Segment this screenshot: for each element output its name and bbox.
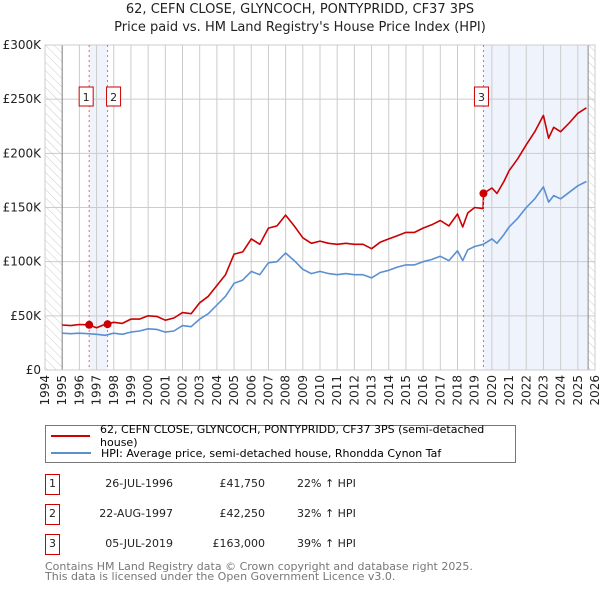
x-tick-label: 2024 bbox=[554, 375, 568, 406]
sale-label-box bbox=[78, 86, 94, 107]
sale-label-box bbox=[473, 86, 489, 107]
x-tick-label: 2008 bbox=[279, 375, 293, 406]
x-tick-label: 1999 bbox=[124, 375, 138, 406]
x-tick-label: 2009 bbox=[296, 375, 310, 406]
transaction-date: 26-JUL-1996 bbox=[105, 477, 173, 490]
sale-label: 2 bbox=[110, 91, 117, 104]
x-tick-label: 2018 bbox=[451, 375, 465, 406]
x-tick-label: 2011 bbox=[330, 375, 344, 406]
sale-label: 3 bbox=[478, 91, 485, 104]
transaction-price: £163,000 bbox=[212, 537, 266, 550]
x-tick-label: 1994 bbox=[38, 375, 52, 406]
chart-subtitle: Price paid vs. HM Land Registry's House … bbox=[114, 20, 486, 35]
transaction-hpi-change: 22% ↑ HPI bbox=[297, 477, 356, 490]
transaction-hpi-change: 39% ↑ HPI bbox=[297, 537, 356, 550]
transaction-hpi-change: 32% ↑ HPI bbox=[297, 507, 356, 520]
x-tick-label: 2023 bbox=[536, 375, 550, 406]
y-tick-label: £200K bbox=[3, 146, 43, 160]
x-tick-label: 2020 bbox=[485, 375, 499, 406]
y-tick-label: £100K bbox=[3, 255, 43, 269]
hpi-line-swatch bbox=[51, 452, 91, 454]
x-tick-label: 2013 bbox=[365, 375, 379, 406]
legend-item-property: 62, CEFN CLOSE, GLYNCOCH, PONTYPRIDD, CF… bbox=[46, 423, 515, 449]
x-tick-label: 1997 bbox=[90, 375, 104, 406]
x-tick-label: 2005 bbox=[227, 375, 241, 406]
legend-label-hpi: HPI: Average price, semi-detached house,… bbox=[101, 446, 442, 460]
y-tick-label: £250K bbox=[3, 92, 43, 106]
transaction-number: 2 bbox=[45, 504, 60, 525]
y-tick-label: £150K bbox=[3, 201, 43, 215]
x-tick-label: 2014 bbox=[382, 375, 396, 406]
property-price-line bbox=[62, 107, 587, 329]
x-tick-label: 2007 bbox=[261, 375, 275, 406]
property-line-swatch bbox=[51, 435, 91, 437]
y-tick-label: £0 bbox=[26, 363, 41, 377]
sale-label: 1 bbox=[83, 91, 90, 104]
legend-label-property: 62, CEFN CLOSE, GLYNCOCH, PONTYPRIDD, CF… bbox=[100, 423, 485, 449]
legend: 62, CEFN CLOSE, GLYNCOCH, PONTYPRIDD, CF… bbox=[45, 423, 516, 463]
footer-copyright: Contains HM Land Registry data © Crown c… bbox=[45, 560, 473, 573]
transaction-price: £41,750 bbox=[219, 477, 266, 490]
hpi-line bbox=[62, 180, 587, 337]
x-tick-label: 1998 bbox=[107, 375, 121, 406]
transaction-price: £42,250 bbox=[219, 507, 266, 520]
x-tick-label: 2001 bbox=[158, 375, 172, 406]
x-tick-label: 2010 bbox=[313, 375, 327, 406]
chart-title: 62, CEFN CLOSE, GLYNCOCH, PONTYPRIDD, CF… bbox=[125, 2, 475, 17]
sale-label-box bbox=[106, 86, 122, 107]
x-tick-label: 2015 bbox=[399, 375, 413, 406]
x-tick-label: 2000 bbox=[141, 375, 155, 406]
sale-point bbox=[85, 320, 94, 329]
x-tick-label: 2012 bbox=[347, 375, 361, 406]
x-tick-label: 2017 bbox=[433, 375, 447, 406]
footer-licence: This data is licensed under the Open Gov… bbox=[45, 570, 396, 583]
y-tick-label: £300K bbox=[3, 38, 43, 52]
sale-point bbox=[479, 189, 488, 198]
x-tick-label: 2022 bbox=[519, 375, 533, 406]
plot-frame bbox=[44, 44, 596, 371]
x-tick-label: 2003 bbox=[193, 375, 207, 406]
transaction-date: 22-AUG-1997 bbox=[99, 507, 173, 520]
y-tick-label: £50K bbox=[10, 309, 42, 323]
sale-point bbox=[103, 320, 112, 329]
x-tick-label: 2006 bbox=[244, 375, 258, 406]
x-tick-label: 2002 bbox=[176, 375, 190, 406]
x-tick-label: 2004 bbox=[210, 375, 224, 406]
x-tick-label: 2019 bbox=[468, 375, 482, 406]
x-tick-label: 2016 bbox=[416, 375, 430, 406]
x-tick-label: 1996 bbox=[72, 375, 86, 406]
x-tick-label: 2021 bbox=[502, 375, 516, 406]
transaction-number: 1 bbox=[45, 474, 60, 495]
x-tick-label: 2025 bbox=[571, 375, 585, 406]
transaction-number: 3 bbox=[45, 534, 60, 555]
x-tick-label: 1995 bbox=[55, 375, 69, 406]
legend-item-hpi: HPI: Average price, semi-detached house,… bbox=[46, 445, 441, 461]
x-tick-label: 2026 bbox=[588, 375, 600, 406]
transaction-date: 05-JUL-2019 bbox=[105, 537, 173, 550]
